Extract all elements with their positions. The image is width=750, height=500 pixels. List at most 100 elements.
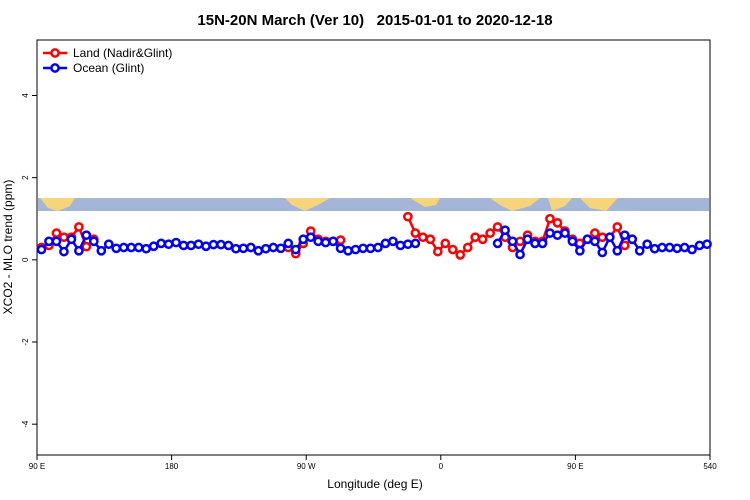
data-point: [702, 239, 712, 250]
data-point: [238, 243, 249, 254]
data-point: [425, 234, 436, 245]
chart-title: 15N-20N March (Ver 10) 2015-01-01 to 202…: [197, 12, 552, 29]
data-point: [36, 244, 47, 255]
data-point: [410, 228, 421, 238]
data-point: [515, 236, 525, 247]
x-tick-label: 90 W: [297, 462, 316, 471]
data-point: [260, 243, 271, 254]
data-point: [455, 250, 466, 260]
data-point: [298, 234, 309, 245]
data-point: [470, 232, 481, 243]
data-point: [328, 236, 338, 247]
data-point: [81, 230, 92, 241]
data-point: [604, 232, 615, 243]
data-point: [575, 245, 585, 256]
legend-marker: [50, 63, 60, 73]
data-point: [246, 242, 256, 253]
data-point: [567, 236, 578, 247]
data-point: [141, 243, 152, 254]
data-point: [74, 222, 84, 232]
data-point: [492, 238, 503, 249]
data-point: [216, 239, 226, 250]
data-point: [634, 245, 645, 256]
x-tick-label: 90 E: [29, 462, 45, 471]
data-point: [545, 213, 555, 224]
y-tick-label: -2: [21, 338, 30, 346]
y-tick-label: 0: [21, 257, 30, 262]
data-point: [687, 244, 697, 255]
data-point: [537, 238, 548, 249]
data-point: [418, 232, 428, 243]
data-point: [156, 238, 166, 249]
data-point: [358, 243, 368, 254]
data-point: [627, 234, 638, 245]
data-point: [582, 234, 593, 245]
data-point: [388, 236, 398, 247]
data-point: [59, 246, 69, 257]
data-point: [223, 240, 234, 251]
x-tick-label: 0: [439, 462, 444, 471]
data-point: [201, 241, 211, 252]
data-point: [612, 245, 623, 256]
data-point: [649, 243, 660, 254]
data-point: [163, 239, 174, 250]
data-point: [410, 238, 421, 249]
data-point: [350, 244, 361, 255]
data-point: [275, 243, 286, 254]
data-point: [365, 243, 376, 254]
data-point: [597, 247, 608, 258]
data-point: [395, 240, 406, 251]
data-point: [507, 236, 518, 247]
data-point: [253, 245, 264, 256]
data-point: [462, 242, 473, 253]
data-point: [178, 240, 189, 251]
data-point: [148, 241, 159, 252]
data-point: [74, 245, 84, 256]
data-point: [477, 234, 488, 245]
data-point: [597, 232, 608, 243]
data-point: [103, 239, 114, 250]
data-point: [589, 228, 600, 238]
data-point: [694, 240, 705, 251]
data-point: [343, 245, 353, 256]
data-point: [545, 228, 555, 238]
data-point: [403, 239, 413, 250]
data-point: [552, 230, 563, 241]
data-point: [552, 217, 563, 228]
data-point: [664, 242, 675, 253]
y-tick-label: 4: [21, 93, 30, 98]
data-point: [320, 237, 331, 248]
data-point: [268, 242, 279, 253]
data-point: [440, 238, 451, 249]
data-point: [44, 236, 54, 247]
data-point: [335, 243, 346, 254]
data-point: [118, 242, 129, 253]
legend-label: Ocean (Glint): [73, 61, 144, 75]
data-point: [492, 222, 503, 232]
data-point: [66, 234, 77, 245]
data-point: [560, 228, 570, 238]
data-point: [619, 230, 630, 241]
data-point: [380, 238, 391, 249]
legend-marker: [50, 48, 60, 58]
y-tick-label: 2: [21, 175, 30, 180]
x-tick-label: 90 E: [567, 462, 583, 471]
data-point: [171, 237, 181, 248]
data-point: [231, 243, 241, 254]
data-point: [51, 228, 62, 238]
data-point: [657, 242, 667, 253]
data-point: [96, 245, 107, 256]
data-point: [485, 228, 496, 238]
data-point: [642, 239, 653, 250]
data-point: [283, 238, 294, 249]
data-point: [589, 236, 600, 247]
data-point: [305, 232, 316, 243]
data-point: [447, 244, 458, 255]
data-point: [373, 242, 383, 253]
data-point: [403, 211, 413, 222]
data-point: [672, 243, 682, 254]
y-tick-label: -4: [21, 420, 30, 428]
data-point: [522, 234, 533, 245]
data-point: [126, 242, 137, 253]
